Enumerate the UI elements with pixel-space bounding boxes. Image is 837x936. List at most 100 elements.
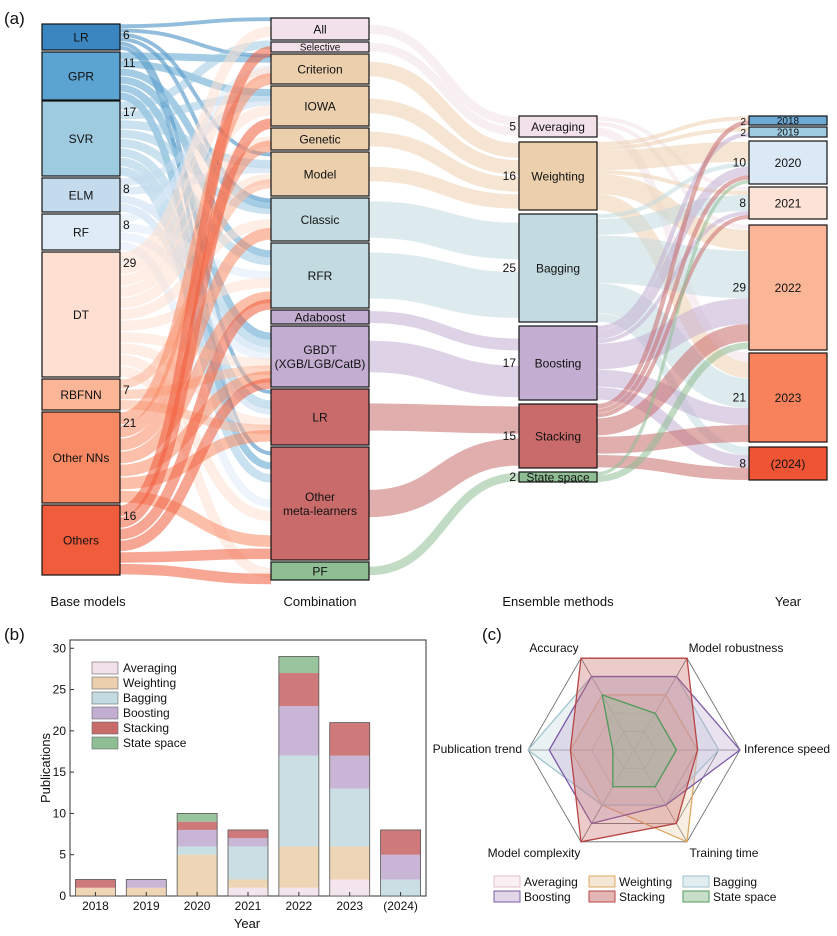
- ensemble-node-state-space-label: State space: [526, 470, 590, 484]
- radar-legend-swatch-state-space: [682, 890, 710, 903]
- combination-node-selective-label: Selective: [300, 43, 341, 54]
- radar-series: [527, 657, 741, 843]
- base-node-others: [41, 504, 121, 576]
- legend-label-boosting: Boosting: [123, 706, 170, 720]
- ensemble-node-boosting-label: Boosting: [535, 356, 582, 370]
- bar-segment-weighting-2020: [177, 854, 218, 896]
- flow-ensemble-bagging-2020: [596, 162, 750, 219]
- radar-spoke: [633, 749, 688, 842]
- year-node-2020-label: 2020: [775, 156, 802, 170]
- combination-node-model: [270, 151, 370, 197]
- radar-legend-swatch-bagging: [682, 875, 710, 888]
- flow-base-others: [118, 46, 273, 517]
- flow-ensemble-boosting-2023: [596, 369, 750, 426]
- radar-spoke: [633, 658, 688, 751]
- flow-base-lr: [119, 17, 272, 29]
- flow-combination-classic: [368, 201, 520, 260]
- radar-axis-labels: Accuracy Model robustness Inference speed T…: [433, 641, 830, 860]
- base-node-svr-label: SVR: [69, 132, 94, 146]
- combination-node-gbdt-xgb-lgb-catb-label: (XGB/LGB/CatB): [275, 357, 366, 371]
- bars: [75, 656, 421, 897]
- ensemble-node-bagging-label: Bagging: [536, 261, 580, 275]
- combination-node-genetic: [270, 127, 370, 151]
- base-node-other-nns: [41, 411, 121, 504]
- bar-segment-boosting-2020: [177, 829, 218, 847]
- legend-label-averaging: Averaging: [123, 661, 177, 675]
- ensemble-node-averaging: [518, 115, 598, 138]
- flow-base-dt: [119, 354, 272, 522]
- radar-axis-label-accuracy: Accuracy: [529, 641, 578, 655]
- x-axis: 2018 2019 2020 2021 2022 2023 (2024): [82, 892, 418, 913]
- bar-segment-boosting-2021: [228, 838, 268, 847]
- sankey-nodes: LR 6 GPR 11 SVR 17 ELM 8 RF 8 DT 29 RBFNN 7 Other NNs 2…: [41, 17, 828, 581]
- radar-legend-swatch-averaging: [493, 875, 521, 888]
- ensemble-node-state-space: [518, 471, 598, 483]
- year-node-2023-label: 2023: [775, 391, 802, 405]
- year-value-2020: 10: [733, 156, 747, 170]
- base-node-dt-label: DT: [73, 308, 90, 322]
- bar-segment-weighting-2022: [278, 846, 319, 888]
- flow-base-others: [119, 548, 272, 563]
- combination-node-pf: [270, 561, 370, 581]
- flow-base-others: [119, 378, 272, 552]
- year-node-2019-label: 2019: [777, 128, 800, 139]
- ensemble-value-boosting: 17: [503, 356, 517, 370]
- radar-legend-swatch-weighting: [588, 875, 616, 888]
- flow-combination-gbdt-xgb-lgb-catb: [368, 340, 520, 398]
- flow-ensemble-averaging-2022: [596, 121, 750, 230]
- legend-swatch-weighting: [91, 676, 119, 690]
- radar-polygon-state-space: [601, 693, 678, 788]
- radar-legend-label-state-space: State space: [713, 890, 777, 904]
- panel-label-b: (b): [4, 625, 25, 644]
- base-node-others-label: Others: [63, 533, 99, 547]
- base-value-rbfnn: 7: [123, 383, 130, 397]
- bar-segment-weighting-2021: [228, 879, 268, 888]
- flow-base-other-nns: [119, 73, 272, 425]
- bar-segment-boosting-2024: [380, 854, 421, 880]
- combination-node-selective: [270, 41, 370, 53]
- ensemble-node-stacking-label: Stacking: [535, 429, 581, 443]
- flow-ensemble-boosting-2020: [596, 166, 750, 340]
- x-tick-label-2019: 2019: [133, 899, 160, 913]
- year-value-2022: 29: [733, 281, 747, 295]
- flow-base-gpr: [119, 52, 272, 63]
- base-value-elm: 8: [123, 182, 130, 196]
- base-value-lr: 6: [123, 28, 130, 42]
- y-tick-label: 10: [53, 806, 67, 820]
- y-tick-label: 0: [59, 889, 66, 903]
- base-node-other-nns-label: Other NNs: [53, 451, 110, 465]
- column-title-base-models: Base models: [50, 594, 126, 609]
- radar-axis-label-model-robustness: Model robustness: [689, 641, 784, 655]
- radar-legend-label-weighting: Weighting: [619, 875, 672, 889]
- flow-ensemble-boosting-2021: [596, 211, 750, 344]
- base-node-lr-label: LR: [73, 30, 89, 44]
- legend-label-bagging: Bagging: [123, 691, 167, 705]
- radar-axis-label-inference-speed: Inference speed: [744, 742, 830, 756]
- bar-xlabel: Year: [234, 916, 261, 931]
- flow-ensemble-boosting-2019: [596, 132, 750, 331]
- sankey-links: [118, 17, 750, 585]
- combination-node-criterion-label: Criterion: [297, 62, 342, 76]
- flow-ensemble-weighting-2020: [596, 141, 750, 170]
- combination-node-rfr-label: RFR: [308, 269, 333, 283]
- sankey-diagram: LR 6 GPR 11 SVR 17 ELM 8 RF 8 DT 29 RBFNN 7 Other NNs 2…: [41, 17, 828, 609]
- year-value-2021: 8: [739, 196, 746, 210]
- base-node-rbfnn-label: RBFNN: [60, 388, 101, 402]
- base-node-elm-label: ELM: [69, 188, 94, 202]
- y-axis: 0 5 10 15 20 25 30: [53, 641, 74, 903]
- ensemble-value-bagging: 25: [503, 261, 517, 275]
- base-value-dt: 29: [123, 256, 137, 270]
- radar-chart: Accuracy Model robustness Inference speed T…: [433, 641, 830, 904]
- bar-segment-bagging-2023: [329, 788, 370, 847]
- x-tick-label-2021: 2021: [235, 899, 262, 913]
- y-tick-label: 5: [59, 848, 66, 862]
- bar-segment-weighting-2018: [75, 887, 116, 896]
- flow-combination-pf: [368, 472, 520, 576]
- ensemble-value-state-space: 2: [509, 470, 516, 484]
- combination-node-criterion: [270, 53, 370, 85]
- bar-segment-bagging-2021: [228, 846, 268, 880]
- column-title-combination: Combination: [284, 594, 357, 609]
- column-title-year: Year: [775, 594, 802, 609]
- bar-segment-bagging-2022: [278, 755, 319, 847]
- combination-node-iowa: [270, 85, 370, 127]
